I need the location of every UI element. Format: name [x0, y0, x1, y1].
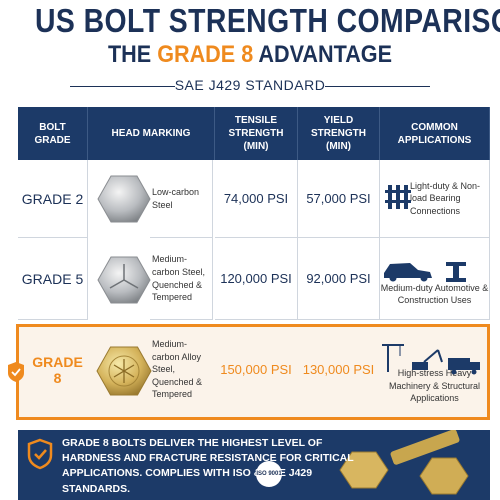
yield-strength: 92,000 PSI	[298, 238, 380, 320]
yield-strength: 130,000 PSI	[302, 362, 375, 377]
tensile-strength: 74,000 PSI	[215, 160, 298, 238]
column-header: TENSILE STRENGTH (MIN)	[215, 107, 298, 160]
footer-shield	[27, 438, 53, 470]
grade: GRADE 8	[32, 353, 83, 386]
standard: SAE J429 STANDARD	[174, 77, 326, 93]
column-header: BOLT GRADE	[18, 107, 88, 160]
subtitle-start: THE	[107, 41, 152, 68]
footer-art	[27, 430, 469, 495]
bolt-head-grade-5	[97, 256, 151, 304]
applications: Medium-duty Automotive & Construction Us…	[380, 238, 490, 320]
car-icon	[384, 262, 466, 282]
rule	[325, 86, 430, 87]
fence-icon	[385, 185, 411, 209]
bolt-head-grade-2	[97, 175, 151, 223]
bolt-head-grade-8	[96, 346, 152, 396]
yield-strength: 57,000 PSI	[298, 160, 380, 238]
bolts-photo	[339, 430, 469, 495]
applications: Light-duty & Non-load Bearing Connection…	[380, 160, 490, 238]
head-marking: Low-carbon Steel	[150, 160, 213, 238]
machinery-icon	[382, 344, 480, 375]
title: US BOLT STRENGTH COMPARISON	[35, 2, 500, 39]
applications: High-stress Heavy Machinery & Structural…	[388, 368, 481, 404]
tensile-strength: 120,000 PSI	[215, 238, 298, 320]
head-marking: Medium-carbon Steel, Quenched & Tempered	[150, 238, 213, 320]
subtitle-end: ADVANTAGE	[258, 41, 393, 68]
subtitle: THE GRADE 8 ADVANTAGE	[25, 41, 475, 69]
highlight-row	[16, 324, 490, 420]
footer	[18, 430, 490, 500]
table: BOLT GRADE HEAD MARKING TENSILE STRENGTH (…	[18, 107, 490, 425]
subtitle-highlight: GRADE 8	[157, 41, 254, 68]
grade: GRADE 5	[18, 238, 88, 320]
grade: GRADE 2	[18, 160, 88, 238]
footer-text: GRADE 8 BOLTS DELIVER THE HIGHEST LEVEL …	[62, 437, 354, 495]
illustrations	[8, 175, 480, 396]
column-header: COMMON APPLICATIONS	[380, 107, 490, 160]
shield-icon	[8, 362, 24, 382]
head-marking: Medium-carbon Alloy Steel, Quenched & Te…	[152, 339, 203, 400]
rule	[70, 86, 175, 87]
tensile-strength: 150,000 PSI	[220, 362, 292, 377]
column-header: HEAD MARKING	[88, 107, 215, 160]
iso-badge: ISO 9001	[256, 461, 282, 487]
column-header: YIELD STRENGTH (MIN)	[298, 107, 380, 160]
